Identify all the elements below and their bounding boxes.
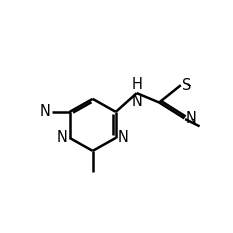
Text: S: S: [182, 78, 191, 93]
Text: -: -: [191, 113, 195, 126]
Text: N: N: [40, 104, 51, 119]
Text: -: -: [187, 79, 191, 92]
Text: N: N: [131, 94, 142, 109]
Text: N: N: [185, 111, 196, 126]
Text: N: N: [57, 130, 67, 145]
Text: H: H: [131, 77, 142, 92]
Text: N: N: [118, 130, 129, 145]
